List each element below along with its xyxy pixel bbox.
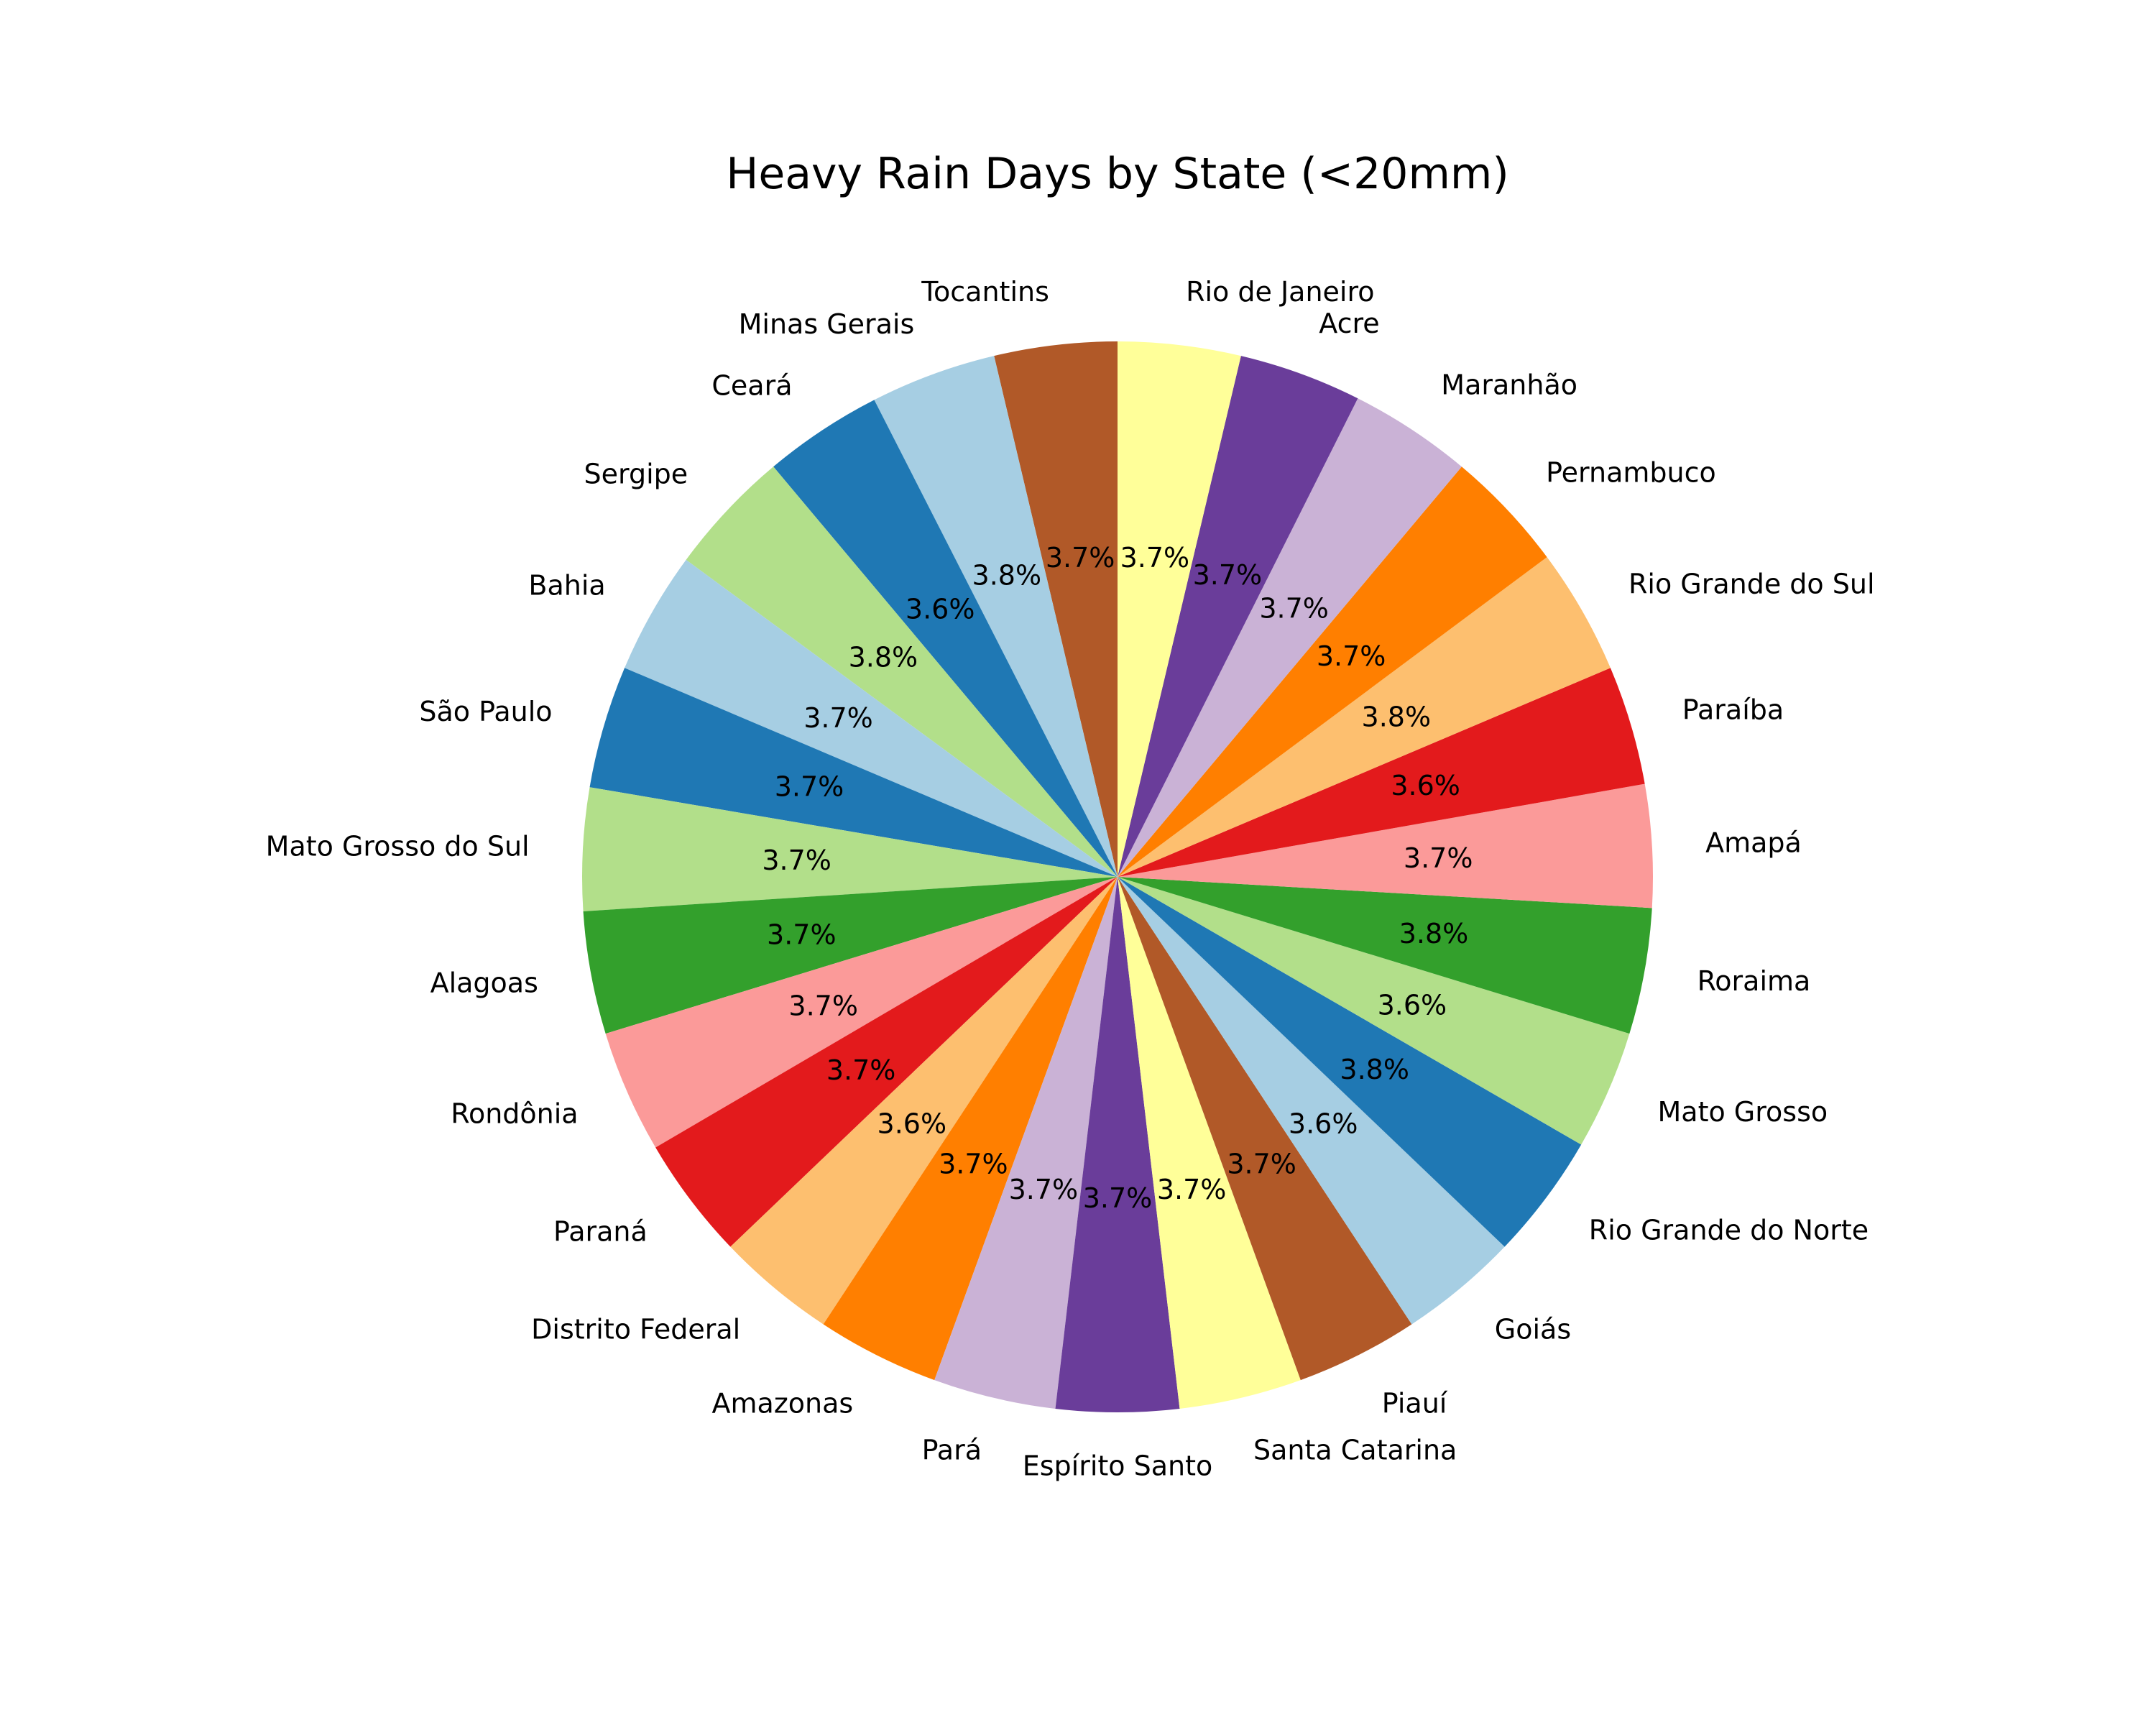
- pct-label-roraima: 3.8%: [1399, 918, 1469, 949]
- pie-slice-alagoas: [583, 877, 1118, 1034]
- pie-slice-rio-grande-do-sul: [1118, 557, 1611, 877]
- pie-slice-rio-grande-do-norte: [1118, 877, 1582, 1247]
- pct-label-minas-gerais: 3.8%: [972, 559, 1042, 591]
- pct-label-pernambuco: 3.7%: [1317, 640, 1386, 672]
- pct-label-ceara: 3.6%: [906, 593, 975, 625]
- slice-label-parana: Paraná: [553, 1216, 648, 1248]
- pie-slice-ceara: [773, 400, 1118, 877]
- pct-label-alagoas: 3.7%: [767, 919, 837, 950]
- pct-label-sao-paulo: 3.7%: [775, 771, 844, 803]
- pct-label-paraiba: 3.6%: [1391, 770, 1460, 801]
- pie-slice-minas-gerais: [874, 356, 1118, 878]
- slice-label-sao-paulo: São Paulo: [419, 696, 552, 727]
- pie-slice-distrito-federal: [730, 877, 1118, 1325]
- slice-label-bahia: Bahia: [528, 570, 605, 602]
- slice-label-mato-grosso: Mato Grosso: [1658, 1096, 1828, 1128]
- pct-label-rio-grande-do-norte: 3.8%: [1340, 1054, 1409, 1085]
- pct-label-distrito-federal: 3.6%: [877, 1108, 947, 1139]
- chart-title: Heavy Rain Days by State (<20mm): [726, 149, 1509, 199]
- pie-slices: [582, 341, 1654, 1412]
- pie-slice-piaui: [1118, 877, 1412, 1381]
- pct-label-amazonas: 3.7%: [939, 1149, 1008, 1180]
- pct-label-amapa: 3.7%: [1404, 842, 1473, 874]
- pct-label-piaui: 3.7%: [1227, 1149, 1296, 1180]
- slice-label-amazonas: Amazonas: [712, 1387, 854, 1419]
- pie-slice-sao-paulo: [589, 668, 1118, 877]
- pie-slice-bahia: [625, 559, 1118, 877]
- pct-label-parana: 3.7%: [826, 1054, 896, 1086]
- pct-label-acre: 3.7%: [1193, 559, 1263, 591]
- slice-label-amapa: Amapá: [1705, 827, 1802, 858]
- pie-slice-rondonia: [605, 877, 1118, 1148]
- pie-slice-pernambuco: [1118, 466, 1547, 877]
- slice-label-distrito-federal: Distrito Federal: [531, 1313, 740, 1345]
- pct-label-rondonia: 3.7%: [788, 990, 858, 1022]
- pie-slice-sergipe: [686, 466, 1118, 877]
- pie-slice-parana: [655, 877, 1118, 1247]
- slice-label-para: Pará: [922, 1434, 982, 1466]
- pie-slice-paraiba: [1118, 668, 1645, 877]
- pie-slice-mato-grosso: [1118, 877, 1630, 1145]
- slice-label-mato-grosso-do-sul: Mato Grosso do Sul: [266, 831, 530, 862]
- slice-label-ceara: Ceará: [711, 370, 792, 402]
- pie-slice-maranhao: [1118, 398, 1462, 877]
- pie-slice-roraima: [1118, 877, 1652, 1034]
- slice-label-acre: Acre: [1319, 308, 1379, 339]
- pct-label-goias: 3.6%: [1289, 1108, 1358, 1139]
- pct-label-espirito-santo: 3.7%: [1083, 1182, 1153, 1214]
- slice-label-roraima: Roraima: [1697, 965, 1811, 997]
- slice-label-rio-grande-do-norte: Rio Grande do Norte: [1589, 1214, 1869, 1246]
- slice-label-santa-catarina: Santa Catarina: [1253, 1434, 1457, 1466]
- pct-label-rio-grande-do-sul: 3.8%: [1362, 702, 1432, 733]
- slice-label-piaui: Piauí: [1382, 1387, 1448, 1419]
- percent-labels: 3.7%3.8%3.6%3.8%3.7%3.7%3.7%3.7%3.7%3.7%…: [762, 542, 1473, 1214]
- pct-label-maranhao: 3.7%: [1259, 593, 1329, 625]
- slice-label-minas-gerais: Minas Gerais: [739, 308, 915, 340]
- pct-label-santa-catarina: 3.7%: [1157, 1174, 1227, 1205]
- slice-label-rio-de-janeiro: Rio de Janeiro: [1186, 276, 1374, 308]
- pie-slice-rio-de-janeiro: [1118, 341, 1241, 877]
- pct-label-tocantins: 3.7%: [1046, 542, 1115, 574]
- pie-slice-amazonas: [823, 877, 1118, 1381]
- slice-label-espirito-santo: Espírito Santo: [1023, 1450, 1213, 1482]
- pct-label-mato-grosso: 3.6%: [1378, 989, 1447, 1021]
- pct-label-para: 3.7%: [1009, 1174, 1079, 1205]
- pct-label-sergipe: 3.8%: [849, 641, 918, 673]
- pie-slice-goias: [1118, 877, 1505, 1325]
- slice-label-rio-grande-do-sul: Rio Grande do Sul: [1628, 569, 1875, 600]
- slice-label-pernambuco: Pernambuco: [1546, 457, 1716, 489]
- pie-slice-espirito-santo: [1055, 877, 1180, 1412]
- slice-label-rondonia: Rondônia: [451, 1098, 578, 1129]
- pct-label-rio-de-janeiro: 3.7%: [1120, 542, 1190, 574]
- slice-label-paraiba: Paraíba: [1682, 694, 1784, 725]
- pie-slice-tocantins: [994, 341, 1118, 877]
- pie-slice-para: [934, 877, 1118, 1409]
- slice-label-alagoas: Alagoas: [430, 967, 538, 998]
- slice-label-maranhao: Maranhão: [1441, 369, 1577, 400]
- pct-label-bahia: 3.7%: [803, 702, 873, 734]
- pie-slice-amapa: [1118, 783, 1654, 908]
- slice-label-goias: Goiás: [1495, 1313, 1571, 1345]
- pie-slice-mato-grosso-do-sul: [582, 787, 1118, 911]
- pie-slice-acre: [1118, 356, 1358, 878]
- pct-label-mato-grosso-do-sul: 3.7%: [762, 845, 831, 876]
- slice-label-tocantins: Tocantins: [921, 276, 1049, 308]
- pie-slice-santa-catarina: [1118, 877, 1301, 1409]
- slice-label-sergipe: Sergipe: [584, 459, 688, 490]
